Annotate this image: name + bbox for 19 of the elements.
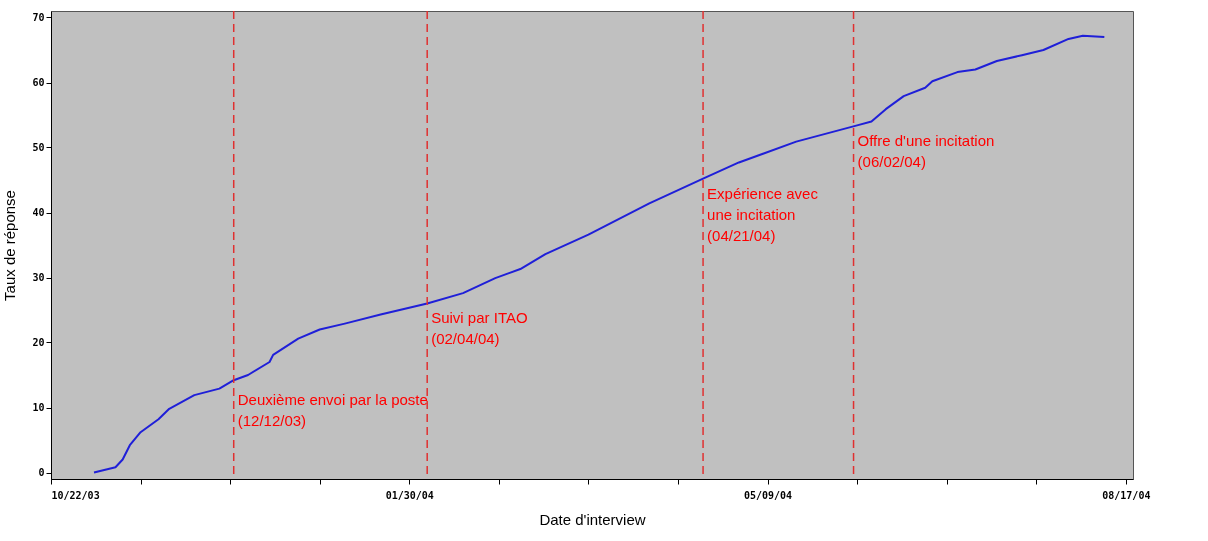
y-tick-label: 0 (38, 467, 45, 478)
x-tick-label: 10/22/03 (51, 489, 100, 501)
y-tick-label: 20 (32, 337, 45, 348)
y-axis-title: Taux de réponse (1, 190, 19, 301)
ref-line-label: Expérience avec une incitation (04/21/04) (707, 185, 819, 244)
y-tick-label: 60 (32, 77, 45, 88)
ref-line-label: Offre d'une incitation (06/02/04) (857, 132, 995, 170)
y-tick-label: 70 (32, 12, 45, 23)
y-tick-label: 10 (32, 402, 45, 413)
x-axis-title: Date d'interview (539, 510, 646, 528)
x-tick-label: 08/17/04 (1102, 489, 1151, 501)
ref-line-label: Deuxième envoi par la poste (12/12/03) (237, 391, 428, 429)
y-tick-label: 50 (32, 142, 45, 153)
y-tick-label: 40 (32, 207, 45, 218)
y-tick-label: 30 (32, 272, 45, 283)
ref-line-label: Suivi par ITAO (02/04/04) (431, 309, 528, 347)
x-tick-label: 01/30/04 (385, 489, 434, 501)
line-series (92, 34, 1106, 474)
x-tick-label: 05/09/04 (743, 489, 793, 501)
